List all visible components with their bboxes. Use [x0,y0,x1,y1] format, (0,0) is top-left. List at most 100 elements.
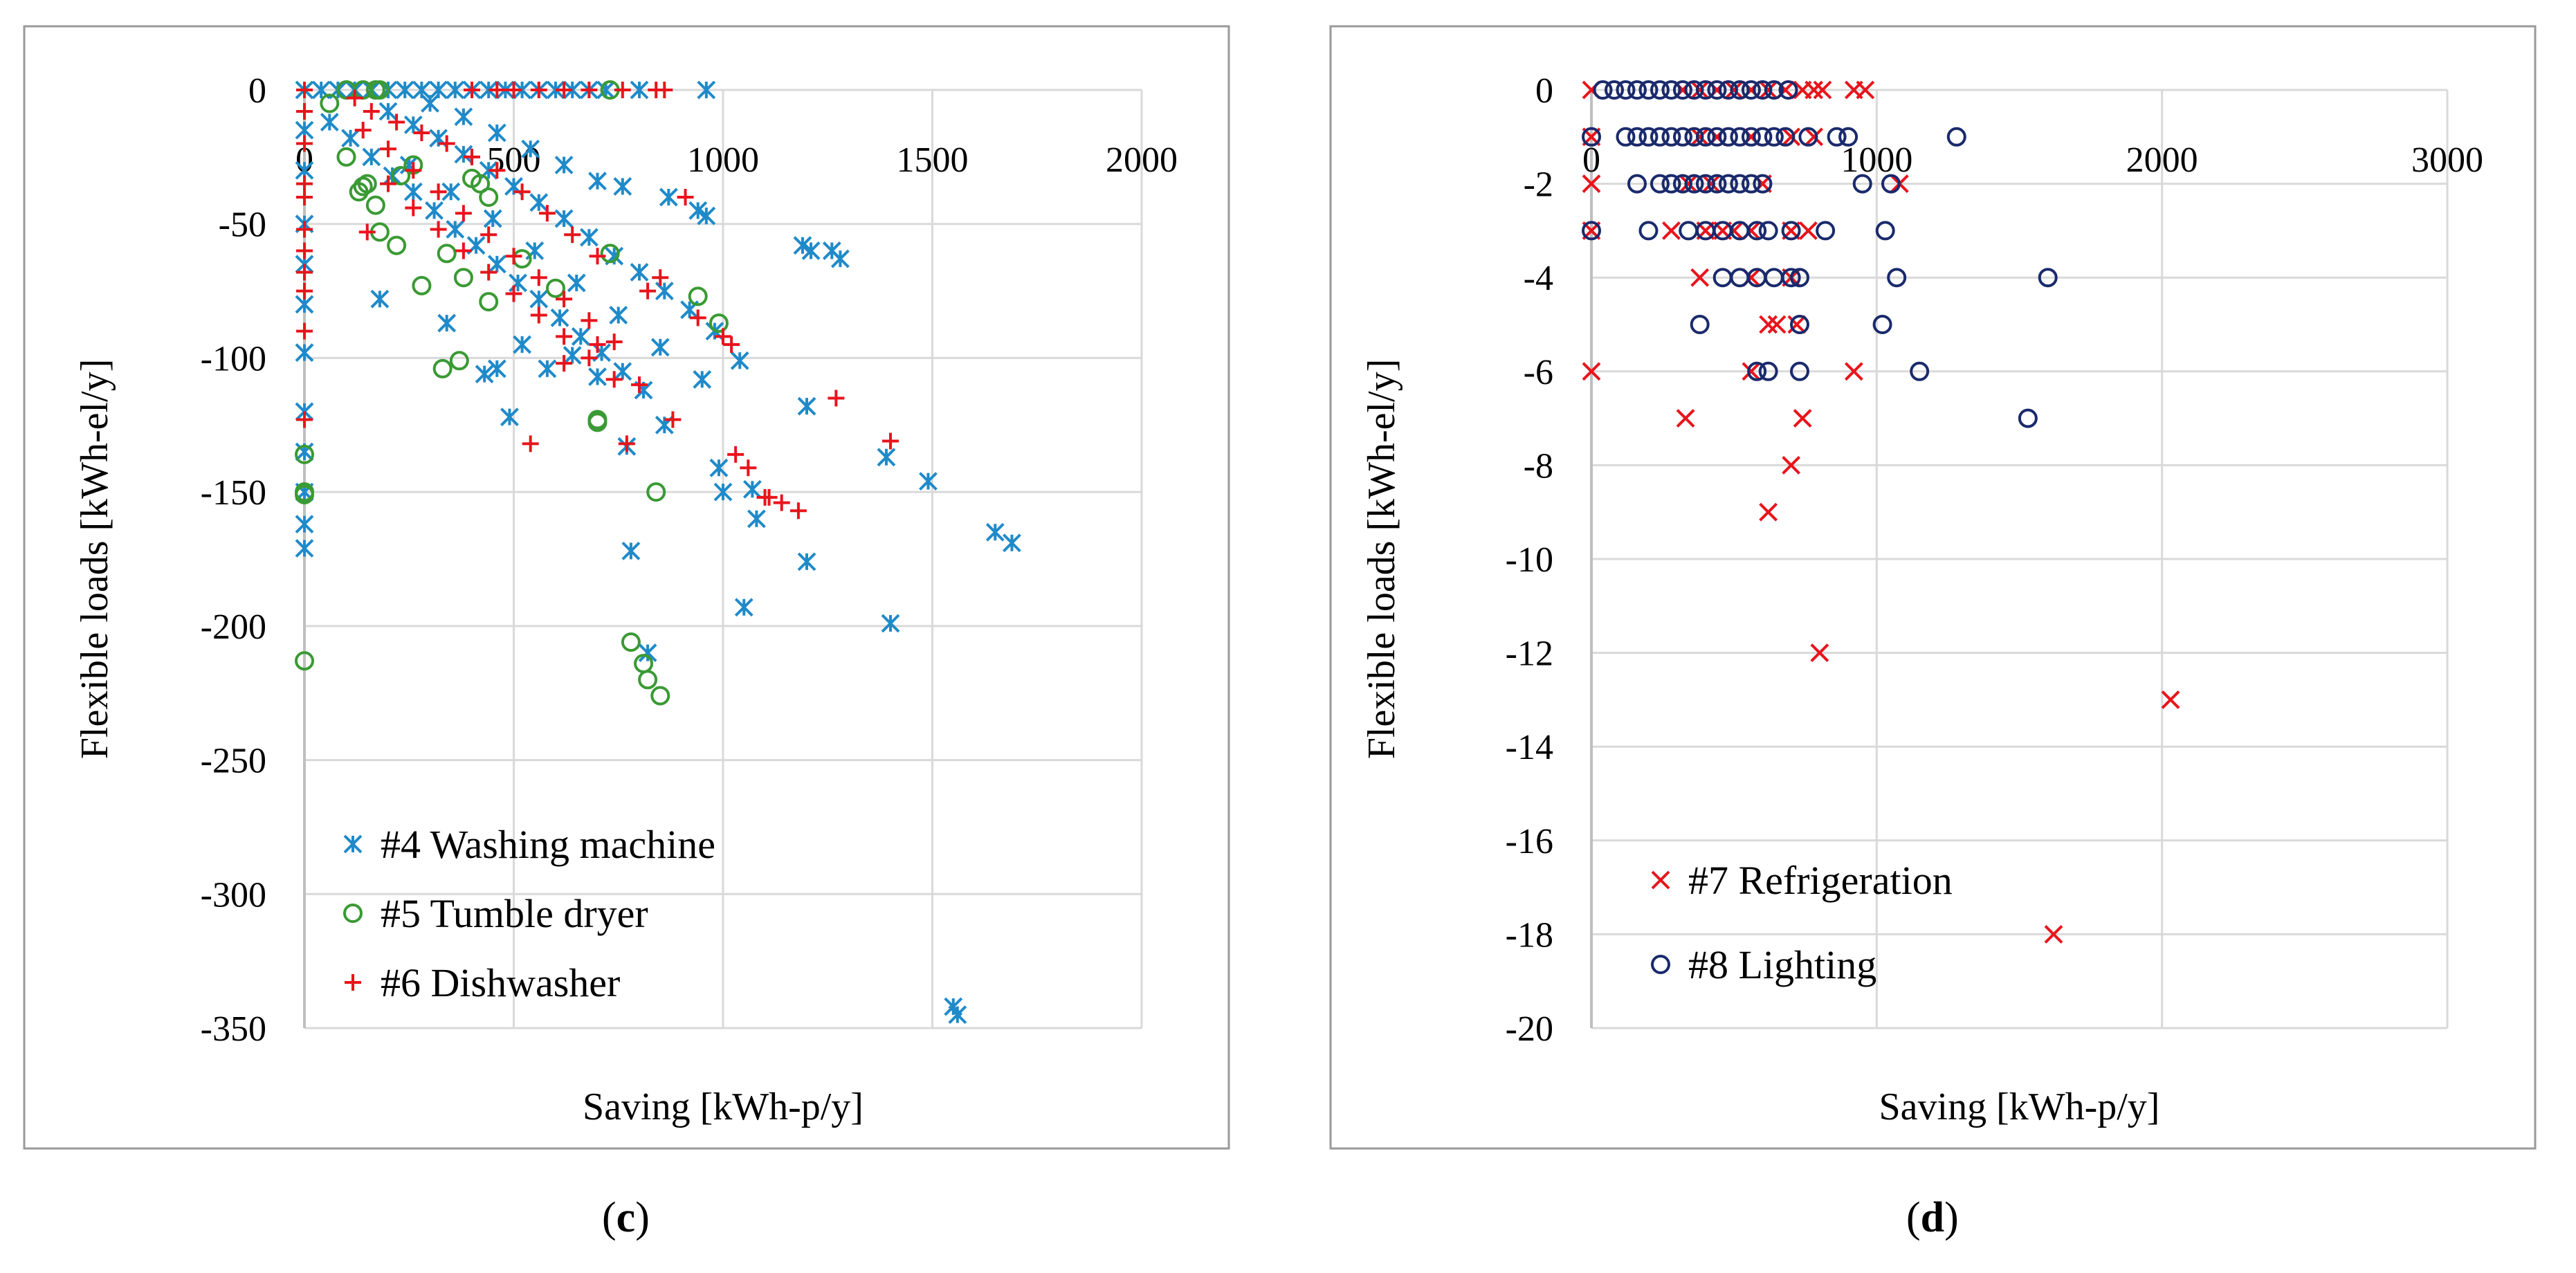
legend-label: #6 Dishwasher [381,960,620,1005]
data-point [1827,127,1847,147]
y-tick-label: -200 [201,607,266,647]
data-point [455,205,472,222]
data-point [296,82,313,98]
data-point [1741,80,1761,100]
data-point [354,122,372,139]
data-point [1690,268,1710,287]
data-point [1627,127,1647,147]
data-point [1661,127,1681,147]
data-point [579,228,599,247]
data-point [1764,80,1784,100]
data-point [1805,80,1824,100]
data-point [1730,174,1750,194]
data-point [405,162,422,179]
data-point [483,209,502,228]
data-point [693,370,712,389]
data-point [295,485,314,505]
y-tick-label: -18 [1506,915,1553,955]
data-point [529,193,549,212]
data-point [480,264,497,281]
data-point [614,82,631,98]
y-tick-label: -250 [201,742,266,781]
data-point [391,165,411,185]
data-point [1730,80,1750,100]
data-point [1661,174,1681,194]
data-point [430,183,447,201]
data-point [513,183,531,201]
data-point [1816,221,1836,241]
data-point [365,195,385,215]
series--5-tumble-dryer [295,80,729,706]
data-point [1759,315,1778,334]
data-point [1759,80,1778,100]
data-point [723,336,740,354]
data-point [464,82,480,98]
data-point [455,242,472,259]
data-point [1805,127,1824,147]
data-point [919,472,938,491]
data-point [677,188,694,205]
x-tick-label: 3000 [2411,140,2483,180]
data-point [713,482,733,502]
data-point [421,93,439,113]
x-tick-label: 2000 [2126,140,2198,180]
y-tick-label: -150 [201,473,266,513]
legend-marker [1651,870,1670,890]
data-point [638,643,657,663]
data-point [639,282,657,300]
data-point [1582,221,1601,241]
data-point [567,273,586,293]
data-point [730,351,749,370]
data-point [403,182,423,201]
data-point [1593,80,1613,100]
y-tick-label: -6 [1524,353,1553,392]
data-point [773,494,790,511]
data-point [320,93,340,113]
data-point [554,156,574,174]
data-point [652,269,669,286]
data-point [630,263,649,282]
data-point [556,328,573,345]
data-point [1638,127,1659,147]
data-point [1741,174,1761,194]
x-axis-title: Saving [kWh-p/y] [1879,1086,2160,1128]
data-point [464,148,480,165]
legend-marker [343,834,363,854]
y-axis-title: Flexible loads [kWh-el/y] [1360,359,1403,760]
data-point [529,289,549,309]
data-point [1764,127,1784,147]
data-point [475,365,494,384]
data-point [1741,127,1761,147]
data-point [1718,127,1738,147]
data-point [650,686,670,706]
data-point [336,147,356,167]
data-point [609,306,628,324]
chart-d-frame [1329,25,2537,1150]
data-point [656,82,673,98]
data-point [1707,127,1727,147]
data-point [395,80,414,100]
panel-label-d-letter: d [1920,1194,1945,1241]
data-point [1638,80,1659,100]
data-point [530,306,547,324]
data-point [1690,315,1710,334]
data-point [1810,643,1829,663]
data-point [1690,80,1710,100]
data-point [1844,362,1863,381]
data-point [600,244,620,264]
data-point [538,359,557,378]
y-tick-label: -16 [1506,822,1553,861]
chart-c-frame [23,25,1230,1150]
data-point [742,479,762,499]
data-point [1672,80,1692,100]
data-point [715,328,731,345]
data-point [581,312,598,329]
data-point [659,187,678,207]
y-tick-label: 0 [1535,71,1553,111]
data-point [403,115,423,134]
data-point [1753,80,1773,100]
data-point [1875,221,1895,241]
data-point [454,145,473,164]
